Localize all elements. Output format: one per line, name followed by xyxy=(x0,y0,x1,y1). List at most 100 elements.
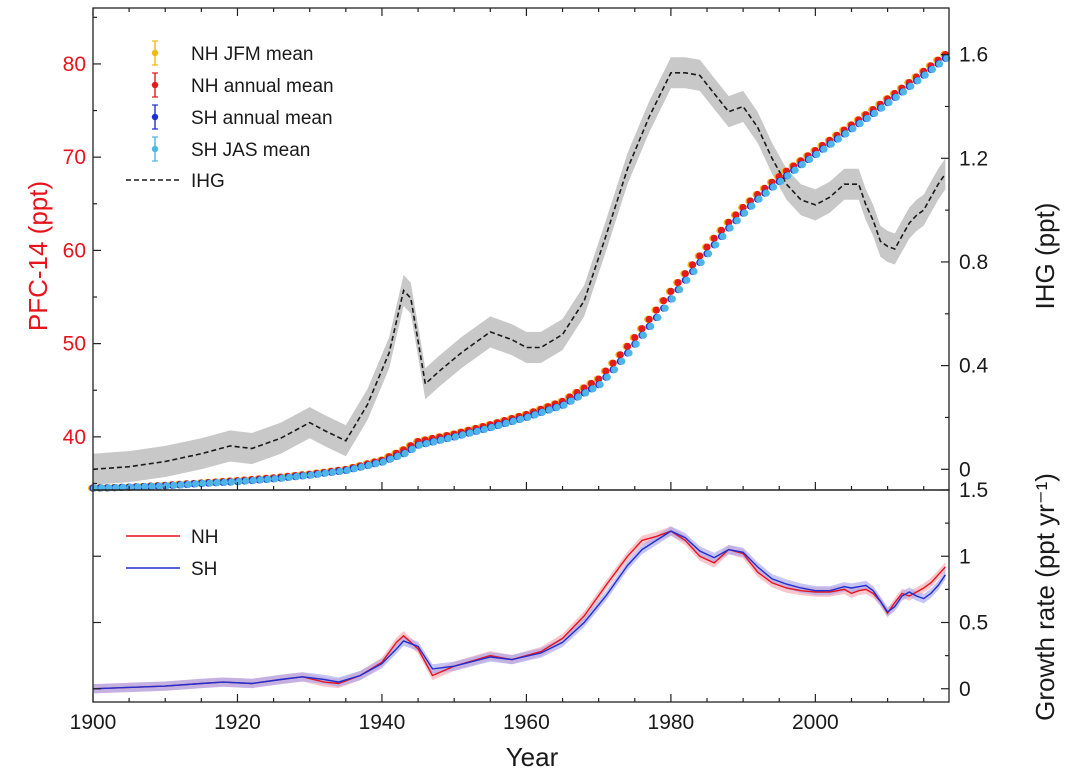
right-tick-label: 0.4 xyxy=(959,355,989,378)
data-point xyxy=(148,482,156,490)
data-point xyxy=(907,82,915,90)
data-point xyxy=(220,478,229,486)
bottom-right-tick-label: 1 xyxy=(959,545,971,568)
data-point xyxy=(668,295,676,303)
legend-item-ihg: IHG xyxy=(126,171,225,192)
right-axis-title-bottom: Growth rate (ppt yr⁻¹) xyxy=(1030,473,1060,721)
data-point xyxy=(249,476,257,485)
data-point xyxy=(863,114,872,123)
data-point xyxy=(365,461,373,469)
data-point xyxy=(358,463,366,471)
data-point xyxy=(849,125,857,133)
data-point xyxy=(690,267,698,275)
data-point xyxy=(170,481,178,489)
data-point xyxy=(473,427,481,435)
data-point xyxy=(610,366,619,374)
right-tick-label: 1.2 xyxy=(959,147,988,170)
data-point xyxy=(350,465,359,473)
data-point xyxy=(827,140,835,148)
data-point xyxy=(300,472,308,480)
data-point xyxy=(322,469,330,477)
data-point xyxy=(437,436,445,444)
x-tick-label: 2000 xyxy=(792,711,839,734)
data-point xyxy=(531,411,539,419)
data-point xyxy=(545,406,554,414)
data-point xyxy=(639,331,648,339)
data-point xyxy=(710,234,718,242)
data-point xyxy=(777,177,785,185)
legend-item-nh-jfm-mean: NH JFM mean xyxy=(151,40,313,66)
data-point xyxy=(717,226,726,234)
data-point xyxy=(899,88,908,96)
data-point xyxy=(235,478,243,486)
data-point xyxy=(674,279,682,287)
data-point xyxy=(589,385,597,393)
data-point xyxy=(596,381,604,389)
legend-item-sh-annual-mean: SH annual mean xyxy=(151,104,333,130)
data-point xyxy=(769,183,778,191)
data-point xyxy=(681,270,689,278)
data-point xyxy=(192,480,200,488)
data-point xyxy=(336,467,344,475)
data-point xyxy=(602,367,610,375)
data-point xyxy=(696,252,704,260)
data-point xyxy=(595,375,603,383)
x-tick-label: 1940 xyxy=(359,711,406,734)
data-point xyxy=(155,482,164,490)
data-point xyxy=(871,109,879,117)
legend-label: SH xyxy=(191,559,217,580)
data-point xyxy=(134,483,142,491)
data-point xyxy=(928,65,937,74)
legend-item-nh: NH xyxy=(126,527,218,548)
bottom-right-tick-label: 1.5 xyxy=(959,479,988,502)
data-point xyxy=(314,470,322,478)
data-point xyxy=(820,145,828,153)
data-point xyxy=(452,433,460,441)
data-point xyxy=(264,475,272,483)
data-point xyxy=(689,261,697,269)
data-point xyxy=(623,342,632,350)
legend-marker xyxy=(151,81,159,89)
line-sh xyxy=(92,530,946,690)
data-point xyxy=(444,434,452,443)
data-point xyxy=(480,425,489,433)
data-point xyxy=(834,135,843,143)
data-point xyxy=(423,440,431,448)
data-point xyxy=(660,297,668,305)
data-point xyxy=(582,389,590,397)
data-point xyxy=(618,357,626,365)
data-point xyxy=(878,104,886,112)
data-point xyxy=(739,203,747,212)
data-point xyxy=(459,431,467,439)
legend-bottom: NH SH xyxy=(126,527,218,580)
right-tick-label: 0.8 xyxy=(959,251,988,274)
data-point xyxy=(394,452,402,460)
data-point xyxy=(495,421,503,430)
left-tick-label: 50 xyxy=(63,333,86,356)
legend-label: IHG xyxy=(191,171,225,192)
legend-top: NH JFM mean NH annual mean SH annual mean S… xyxy=(126,40,334,192)
data-point xyxy=(921,71,929,79)
data-point xyxy=(372,460,380,468)
data-point xyxy=(652,306,661,314)
data-point xyxy=(430,438,438,446)
data-point xyxy=(683,276,691,284)
left-axis-title: PFC-14 (ppt) xyxy=(23,181,53,331)
data-point xyxy=(762,189,770,197)
legend-label: NH xyxy=(191,527,218,548)
data-point xyxy=(733,217,741,225)
ihg-series xyxy=(92,72,947,471)
data-point xyxy=(206,479,214,487)
data-point xyxy=(271,475,279,483)
data-point xyxy=(278,474,286,482)
data-point xyxy=(466,429,474,437)
data-point xyxy=(408,445,416,453)
x-tick-label: 1980 xyxy=(648,711,695,734)
data-point xyxy=(654,313,662,322)
legend-marker xyxy=(151,145,159,153)
data-point xyxy=(638,325,646,333)
right-axis-title-top: IHG (ppt) xyxy=(1030,203,1060,310)
bottom-right-tick-label: 0 xyxy=(959,678,971,701)
data-point xyxy=(842,130,850,138)
